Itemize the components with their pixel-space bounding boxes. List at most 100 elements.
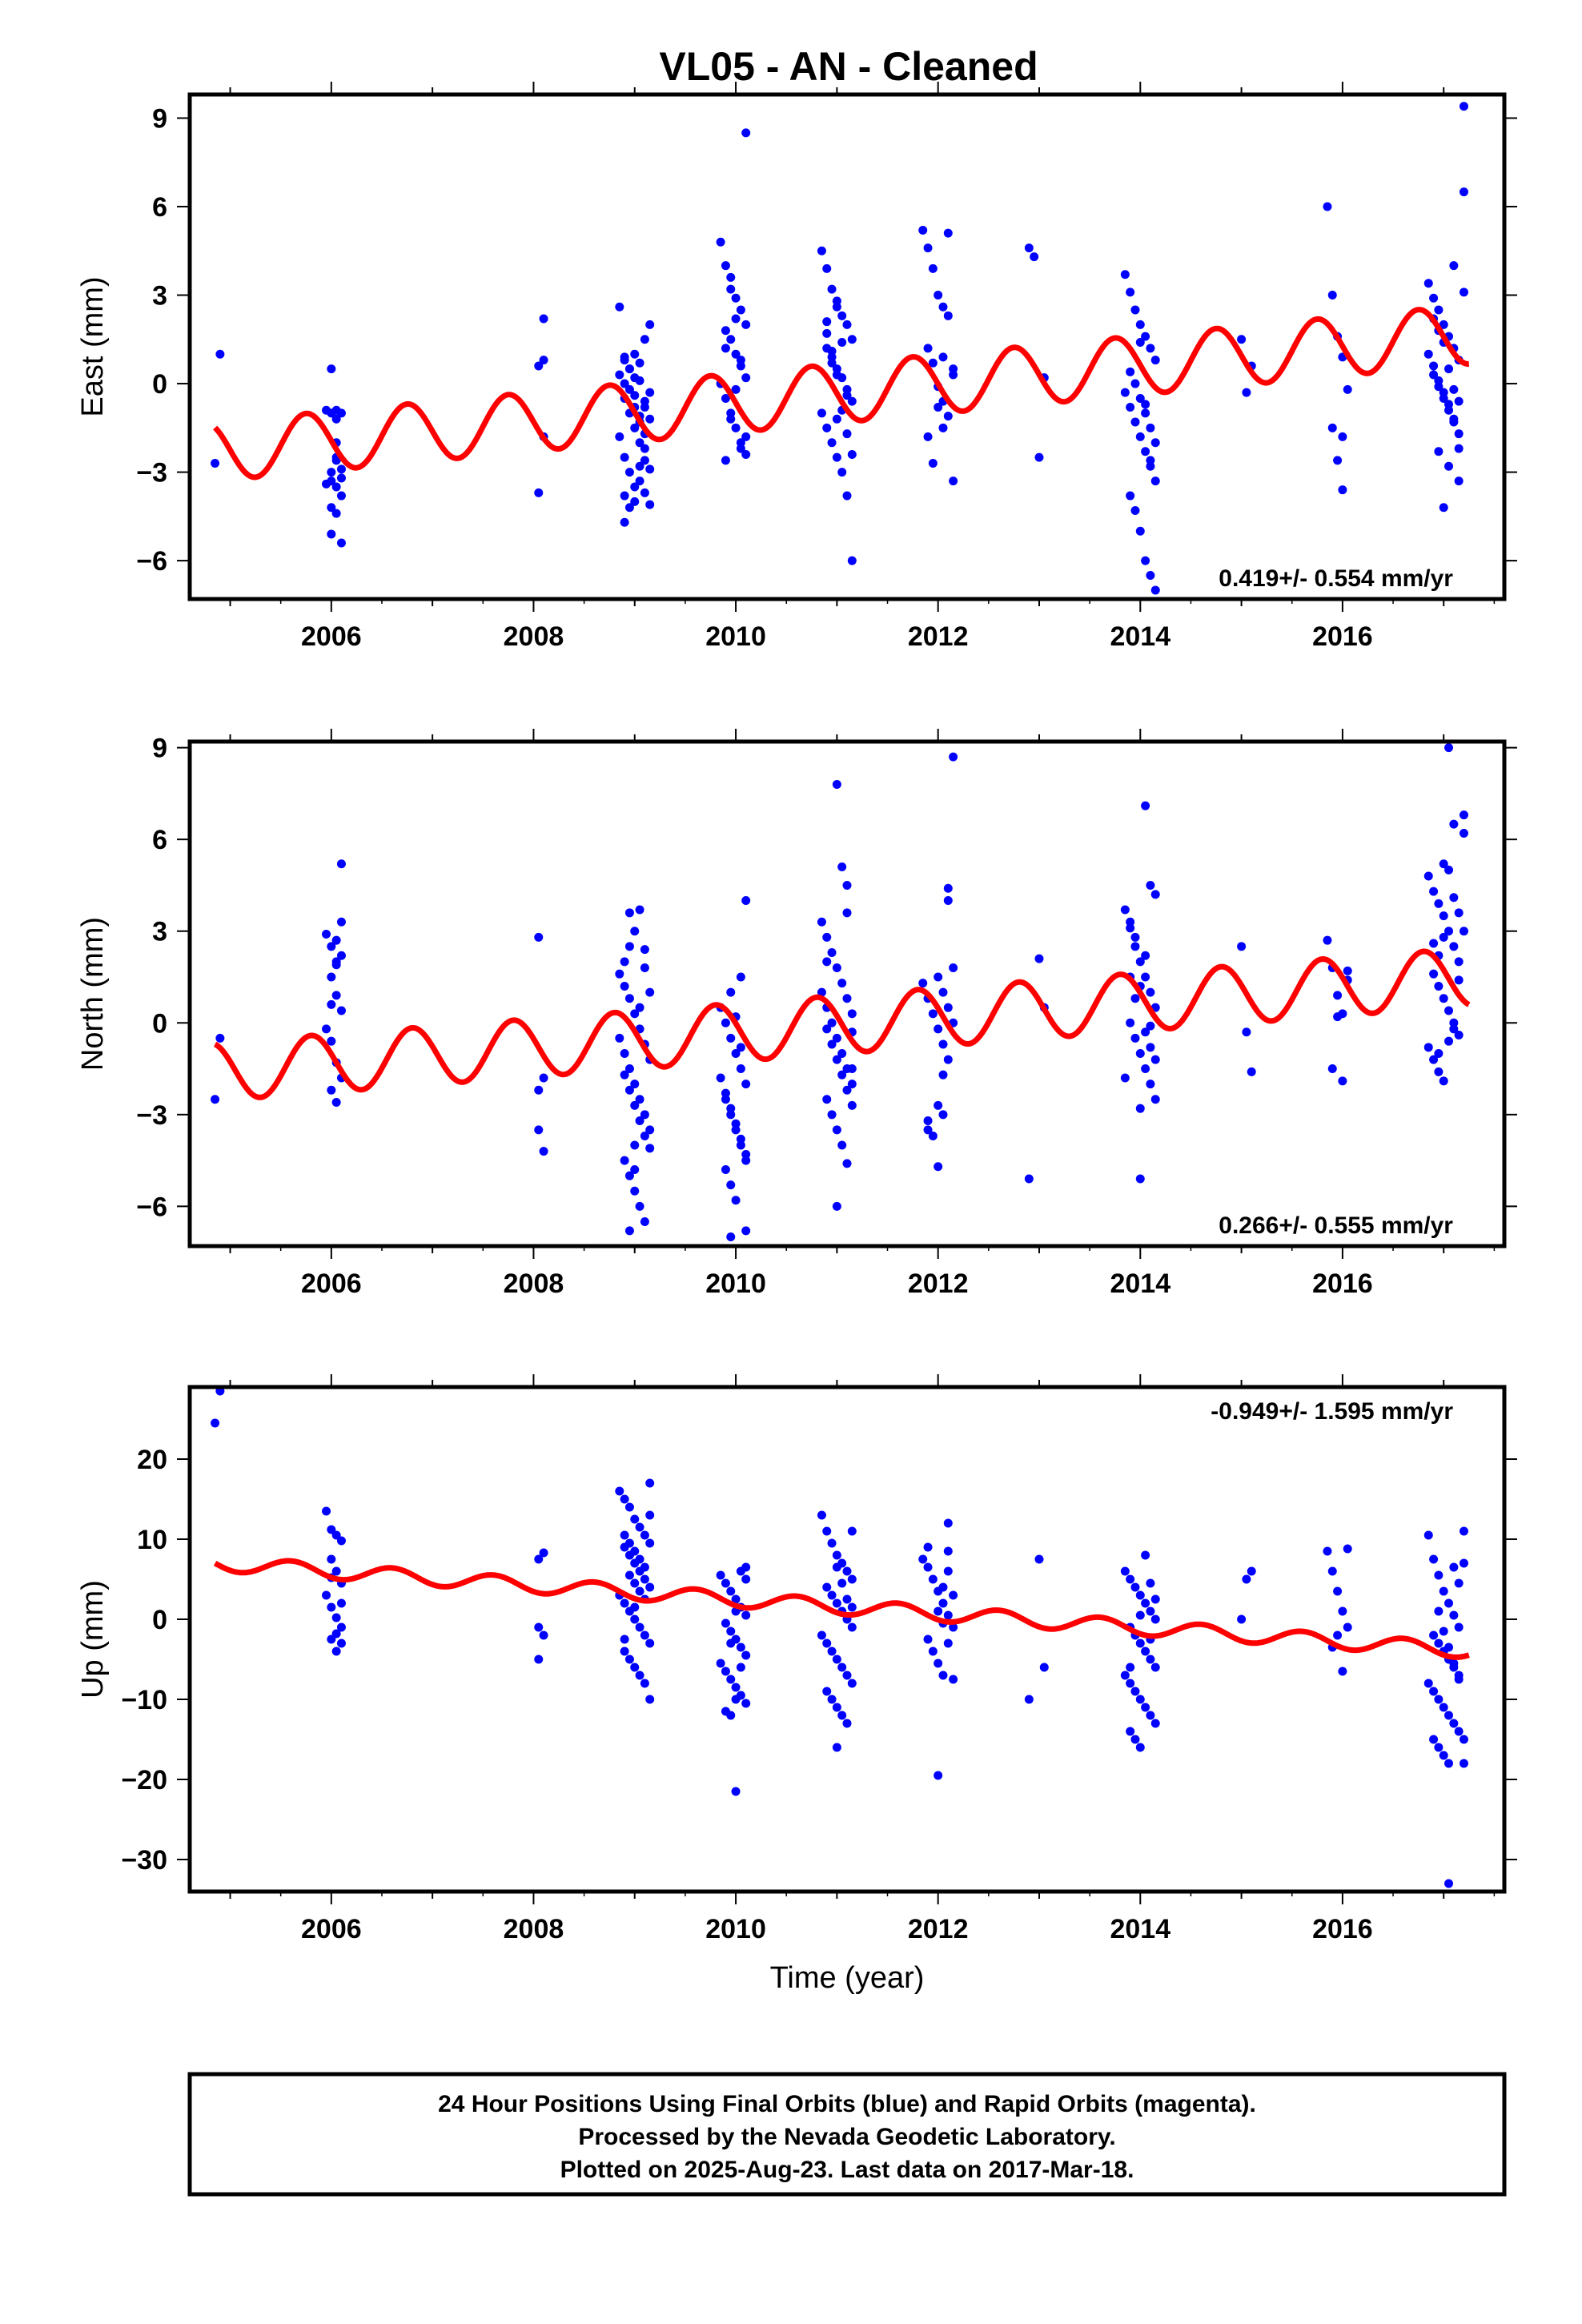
north-data-point [842, 994, 852, 1003]
east-data-point [847, 449, 857, 459]
north-data-point [1130, 1033, 1140, 1043]
east-data-point [1130, 505, 1140, 515]
east-rate-label: 0.419+/- 0.554 mm/yr [1219, 565, 1453, 592]
up-data-point [817, 1510, 826, 1520]
up-data-point [645, 1582, 655, 1592]
east-data-point [842, 491, 852, 501]
east-data-point [1429, 370, 1439, 380]
east-ylabel: East (mm) [76, 276, 110, 416]
up-data-point [1459, 1526, 1468, 1536]
east-data-point [336, 491, 346, 501]
up-data-point [943, 1610, 953, 1620]
up-data-point [1150, 1663, 1160, 1672]
up-data-point [832, 1703, 841, 1712]
north-data-point [726, 1180, 736, 1190]
north-data-point [842, 1159, 852, 1168]
north-data-point [645, 1125, 655, 1135]
north-data-point [918, 979, 928, 988]
up-data-point [943, 1566, 953, 1576]
east-data-point [615, 432, 624, 441]
up-data-point [1135, 1638, 1145, 1648]
east-data-point [1323, 202, 1332, 211]
north-data-point [624, 1171, 634, 1180]
up-data-point [539, 1630, 548, 1640]
north-data-point [1434, 981, 1443, 991]
up-data-point [534, 1554, 544, 1564]
east-data-point [534, 361, 544, 371]
up-data-point [640, 1562, 649, 1572]
east-data-point [943, 412, 953, 421]
east-data-point [1454, 429, 1464, 439]
north-data-point [822, 1095, 832, 1104]
north-data-point [635, 1116, 644, 1125]
east-data-point [1444, 400, 1454, 409]
north-data-point [1444, 1036, 1454, 1046]
north-data-point [847, 1009, 857, 1019]
east-data-point [645, 500, 655, 509]
up-data-point [331, 1613, 341, 1622]
east-data-point [331, 405, 341, 415]
north-data-point [211, 1095, 220, 1104]
up-data-point [211, 1418, 220, 1428]
east-data-point [336, 538, 346, 548]
north-rate-label: 0.266+/- 0.555 mm/yr [1219, 1212, 1453, 1239]
up-data-point [1434, 1638, 1443, 1648]
north-data-point [640, 1216, 649, 1226]
east-data-point [822, 317, 832, 327]
north-data-point [731, 1196, 741, 1205]
north-data-point [938, 1070, 948, 1080]
east-frame [187, 92, 1507, 601]
north-data-point [1444, 865, 1454, 875]
north-data-point [1034, 954, 1044, 963]
east-data-point [645, 464, 655, 474]
north-data-point [327, 999, 336, 1009]
north-data-point [741, 1156, 751, 1165]
north-frame [187, 739, 1507, 1248]
north-data-point [1141, 1064, 1150, 1074]
east-data-point [1150, 438, 1160, 448]
north-data-point [635, 905, 644, 915]
north-data-point [1126, 1018, 1135, 1027]
north-data-point [837, 1140, 847, 1150]
up-data-point [1039, 1663, 1049, 1672]
north-data-point [624, 942, 634, 951]
east-data-point [721, 326, 730, 336]
east-data-point [331, 482, 341, 492]
north-data-point [322, 930, 331, 939]
up-data-point [336, 1598, 346, 1608]
east-data-point [726, 414, 736, 424]
east-ytick-label: −3 [136, 458, 167, 489]
up-data-point [943, 1518, 953, 1528]
east-data-point [1439, 388, 1448, 397]
up-data-point [620, 1494, 629, 1504]
north-data-point [1150, 890, 1160, 899]
east-panel: East (mm) 2006 2008 2010 2012 2014 2016 9 6 3 0 −3… [76, 82, 1517, 652]
north-data-point [822, 932, 832, 942]
north-data-point [827, 1110, 837, 1120]
east-data-point [827, 358, 837, 368]
east-data-point [741, 373, 751, 383]
north-data-point [847, 1080, 857, 1089]
east-data-point [949, 476, 958, 486]
north-data-point [1434, 899, 1443, 908]
east-data-point [1338, 485, 1347, 495]
north-data-point [842, 1085, 852, 1095]
up-data-point [1146, 1578, 1155, 1588]
up-data-point [624, 1502, 634, 1512]
north-ytick-label: 3 [152, 917, 167, 947]
up-data-point [938, 1598, 948, 1608]
up-data-points [211, 1387, 1468, 1888]
east-data-point [630, 391, 640, 400]
north-data-point [1126, 917, 1135, 927]
east-data-point [832, 370, 841, 380]
up-data-point [1423, 1679, 1433, 1688]
north-data-point [1449, 942, 1459, 951]
east-data-point [1146, 571, 1155, 581]
up-ytick-label: −10 [121, 1685, 167, 1715]
up-data-point [630, 1546, 640, 1556]
east-data-point [741, 449, 751, 459]
up-data-point [1323, 1546, 1332, 1556]
north-data-point [1434, 1067, 1443, 1076]
up-data-point [1247, 1566, 1256, 1576]
